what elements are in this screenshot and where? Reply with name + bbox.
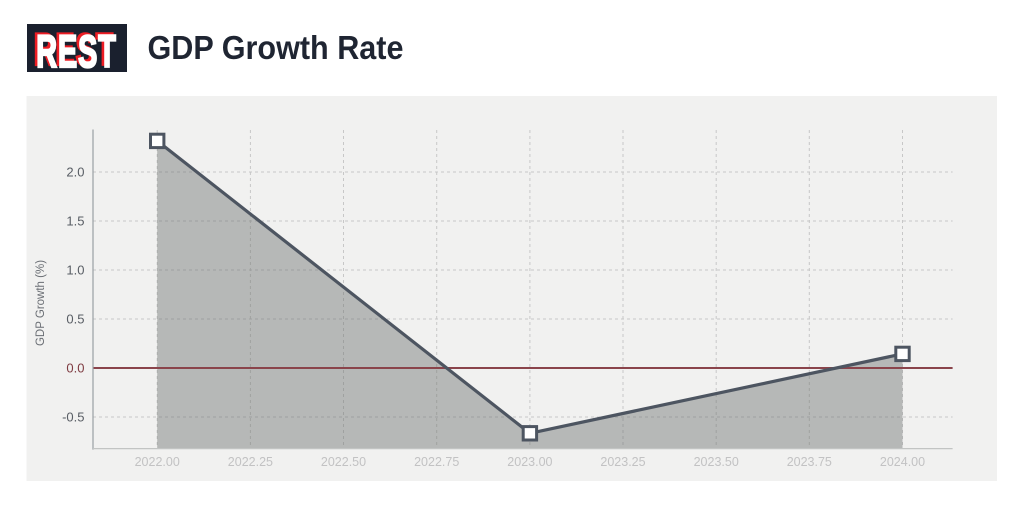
svg-text:0.0: 0.0 [66, 361, 84, 376]
svg-text:1.0: 1.0 [66, 263, 84, 278]
svg-text:GDP Growth (%): GDP Growth (%) [35, 260, 47, 346]
svg-text:2022.00: 2022.00 [135, 455, 180, 469]
svg-text:2022.25: 2022.25 [228, 455, 273, 469]
svg-text:1.5: 1.5 [66, 214, 84, 229]
svg-text:2023.75: 2023.75 [787, 455, 832, 469]
svg-text:REST: REST [36, 28, 117, 78]
svg-text:2022.75: 2022.75 [414, 455, 459, 469]
svg-text:2023.25: 2023.25 [600, 455, 645, 469]
svg-text:2024.00: 2024.00 [880, 455, 925, 469]
svg-text:GDP Growth Rate: GDP Growth Rate [148, 29, 404, 66]
svg-text:2023.50: 2023.50 [694, 455, 739, 469]
svg-text:0.5: 0.5 [66, 312, 84, 327]
svg-text:2022.50: 2022.50 [321, 455, 366, 469]
svg-text:-0.5: -0.5 [62, 410, 84, 425]
svg-text:2.0: 2.0 [66, 165, 84, 180]
svg-text:REST: REST [34, 26, 115, 76]
svg-text:2023.00: 2023.00 [507, 455, 552, 469]
